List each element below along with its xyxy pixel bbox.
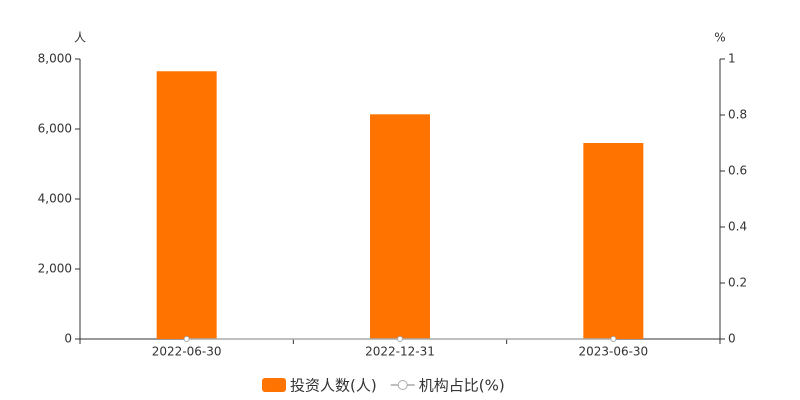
legend: 投资人数(人) 机构占比(%) bbox=[262, 377, 505, 395]
y2-tick-label: 1 bbox=[728, 52, 736, 66]
y2-tick-label: 0.2 bbox=[728, 276, 747, 290]
legend-swatch bbox=[262, 378, 286, 392]
y-tick-label: 8,000 bbox=[38, 52, 72, 66]
y2-tick-label: 0.6 bbox=[728, 164, 747, 178]
y2-tick-label: 0.8 bbox=[728, 108, 747, 122]
y-tick-label: 2,000 bbox=[38, 262, 72, 276]
y-tick-label: 4,000 bbox=[38, 192, 72, 206]
bar bbox=[156, 71, 217, 339]
y2-tick-label: 0.4 bbox=[728, 220, 747, 234]
bar bbox=[583, 143, 644, 339]
legend-marker bbox=[397, 380, 408, 390]
bar bbox=[370, 114, 430, 339]
legend-label[interactable]: 投资人数(人) bbox=[290, 377, 377, 395]
y2-unit: % bbox=[714, 31, 725, 45]
y-tick-label: 0 bbox=[64, 332, 72, 346]
line-marker bbox=[610, 336, 617, 342]
x-tick-label: 2023-06-30 bbox=[578, 345, 648, 359]
y2-tick-label: 0 bbox=[728, 332, 736, 346]
x-tick-label: 2022-06-30 bbox=[152, 345, 222, 359]
y-tick-label: 6,000 bbox=[38, 122, 72, 136]
line-marker bbox=[397, 336, 403, 342]
legend-label[interactable]: 机构占比(%) bbox=[419, 377, 505, 395]
line-marker bbox=[183, 336, 190, 342]
x-tick-label: 2022-12-31 bbox=[365, 345, 435, 359]
y-unit: 人 bbox=[74, 31, 86, 45]
